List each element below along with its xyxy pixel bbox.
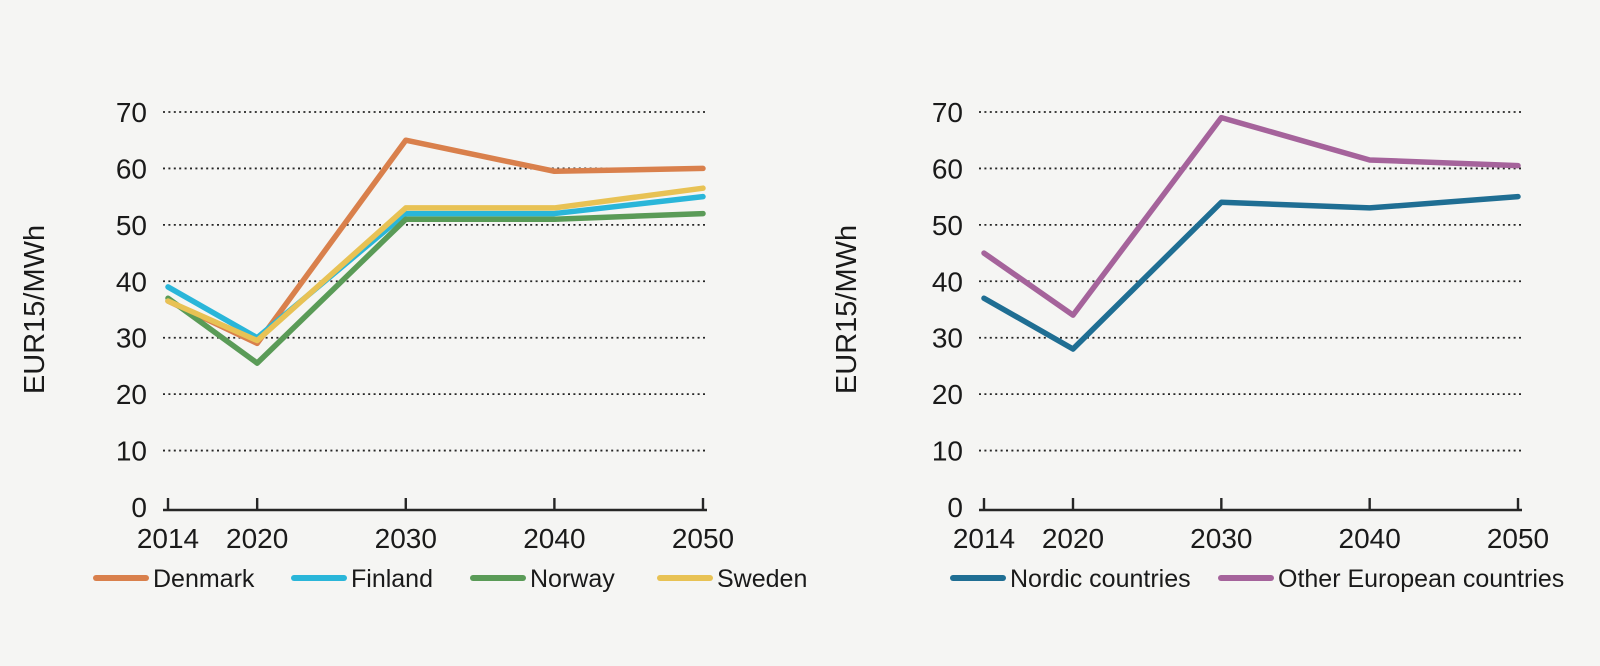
legend-item-norway: Norway [470, 565, 615, 593]
legend-item-denmark: Denmark [93, 565, 255, 593]
legend-item-finland: Finland [291, 565, 433, 593]
x-tick-label: 2030 [1190, 523, 1252, 554]
legend-label: Finland [351, 565, 433, 593]
y-tick-label: 30 [932, 323, 963, 354]
series-line-nordic-countries [981, 193, 1521, 352]
y-tick-label: 50 [116, 210, 147, 241]
left-chart-figure: 0 10 20 30 40 50 60 70 EUR15/MWh 2014 2020 2030 2040… [19, 97, 807, 593]
right-chart-figure: 0 10 20 30 40 50 60 70 EUR15/MWh 2014 2020 2030 2040… [800, 0, 1600, 666]
legend-item-other-european-countries: Other European countries [1218, 565, 1564, 593]
y-tick-label: 60 [116, 153, 147, 184]
y-tick-label: 60 [932, 153, 963, 184]
legend-item-nordic-countries: Nordic countries [950, 565, 1191, 593]
legend-label: Other European countries [1278, 565, 1564, 593]
y-tick-label: 40 [116, 266, 147, 297]
y-tick-label: 40 [932, 266, 963, 297]
x-tick-label: 2014 [953, 523, 1015, 554]
y-tick-label: 10 [932, 436, 963, 467]
legend-label: Sweden [717, 565, 807, 593]
y-tick-label: 20 [932, 379, 963, 410]
x-tick-label: 2020 [1042, 523, 1104, 554]
legend-label: Nordic countries [1010, 565, 1191, 593]
x-tick-label: 2040 [523, 523, 585, 554]
y-tick-label: 70 [932, 97, 963, 128]
x-tick-label: 2050 [1487, 523, 1549, 554]
series-line-norway [165, 210, 706, 366]
y-tick-label: 10 [116, 436, 147, 467]
series-line-finland [165, 193, 706, 341]
y-axis-title: EUR15/MWh [831, 225, 863, 394]
y-tick-label: 20 [116, 379, 147, 410]
x-tick-label: 2050 [672, 523, 734, 554]
series-line-other-european-countries [981, 114, 1521, 318]
y-tick-label: 50 [932, 210, 963, 241]
y-tick-label: 0 [947, 492, 963, 523]
x-tick-label: 2014 [137, 523, 199, 554]
x-tick-label: 2030 [375, 523, 437, 554]
y-axis-title: EUR15/MWh [19, 225, 51, 394]
legend-item-sweden: Sweden [657, 565, 807, 593]
x-tick-label: 2020 [226, 523, 288, 554]
series-line-denmark [165, 137, 706, 347]
x-tick-label: 2040 [1339, 523, 1401, 554]
y-tick-label: 70 [116, 97, 147, 128]
series-line-sweden [165, 185, 706, 344]
y-tick-label: 0 [131, 492, 147, 523]
y-tick-label: 30 [116, 323, 147, 354]
legend-label: Denmark [153, 565, 255, 593]
legend-label: Norway [530, 565, 615, 593]
